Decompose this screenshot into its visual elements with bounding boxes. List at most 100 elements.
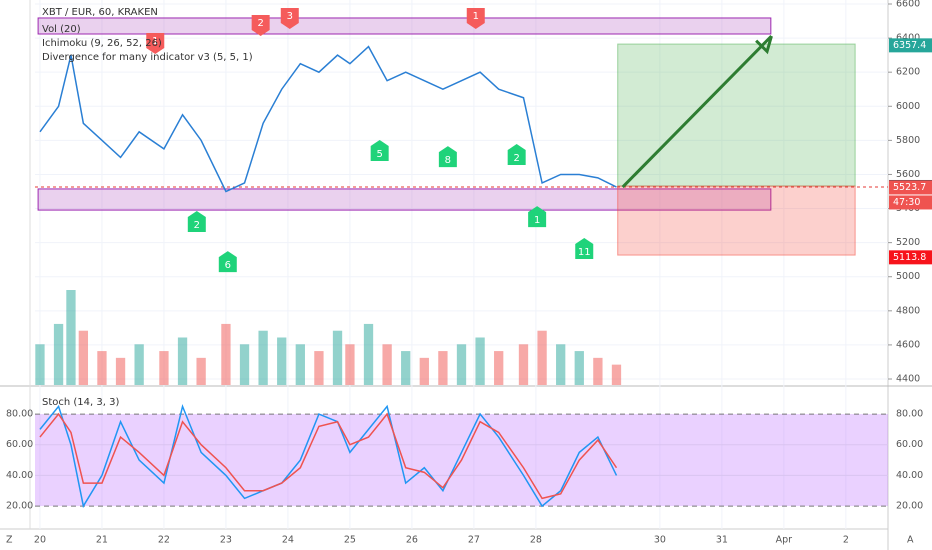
corner-button: A xyxy=(907,535,914,546)
volume-bar xyxy=(456,344,467,385)
volume-bar xyxy=(332,330,343,385)
volume-bar xyxy=(115,357,126,385)
price-tag-label: 5113.8 xyxy=(893,252,926,263)
signal-label: 2 xyxy=(513,153,519,164)
x-tick-label: 20 xyxy=(34,535,46,546)
signal-marker xyxy=(466,7,485,29)
volume-bar xyxy=(66,290,76,385)
y-tick-label: 6200 xyxy=(896,67,920,78)
signal-marker xyxy=(251,14,270,36)
volume-bar xyxy=(518,344,529,385)
signal-label: 5 xyxy=(376,149,382,160)
volume-bar xyxy=(475,337,485,385)
stoch-line xyxy=(39,403,618,509)
target-zone xyxy=(617,43,856,187)
stoch-line xyxy=(39,412,618,500)
signal-marker xyxy=(280,7,299,29)
indicator-label: Vol (20) xyxy=(42,24,81,35)
volume-bar xyxy=(159,351,169,385)
y-tick-label: 4400 xyxy=(896,374,920,385)
chart-title: XBT / EUR, 60, KRAKEN xyxy=(42,7,158,18)
y-tick-label: 5000 xyxy=(896,271,920,282)
stoch-tick-label: 40.00 xyxy=(896,470,923,481)
signal-label: 1 xyxy=(152,36,158,47)
y-tick-label: 6600 xyxy=(896,0,920,10)
price-tag-label: 6357.4 xyxy=(893,40,926,51)
stoch-title: Stoch (14, 3, 3) xyxy=(42,397,119,408)
volume-bar xyxy=(221,323,231,385)
signal-label: 11 xyxy=(578,247,591,258)
stoch-tick-label: 20.00 xyxy=(896,501,923,512)
y-tick-label: 4800 xyxy=(896,305,920,316)
zone xyxy=(37,17,772,35)
indicator-label: Divergence for many indicator v3 (5, 5, … xyxy=(42,52,253,63)
y-tick-label: 5200 xyxy=(896,237,920,248)
stop-zone xyxy=(617,185,856,256)
signal-marker xyxy=(218,251,237,273)
volume-bar xyxy=(593,357,603,385)
x-tick-label: 25 xyxy=(344,535,356,546)
volume-bar xyxy=(574,351,584,385)
volume-bar xyxy=(556,344,566,385)
volume-bar xyxy=(345,344,355,385)
stoch-left-label: 60.00 xyxy=(6,439,33,450)
volume-bar xyxy=(35,344,45,385)
volume-bar xyxy=(196,357,206,385)
signal-marker xyxy=(528,206,547,228)
volume-bar xyxy=(382,344,392,385)
x-tick-label: 31 xyxy=(716,535,728,546)
signal-label: 1 xyxy=(534,215,540,226)
price-tag xyxy=(889,38,932,53)
signal-marker xyxy=(507,144,526,166)
x-tick-label: 22 xyxy=(158,535,170,546)
volume-bar xyxy=(611,364,622,385)
volume-bar xyxy=(537,330,547,385)
x-tick-label: 26 xyxy=(406,535,418,546)
x-tick-label: 27 xyxy=(468,535,480,546)
countdown-tag xyxy=(889,195,932,210)
x-tick-label: 23 xyxy=(220,535,232,546)
price-tag-label: 5523.7 xyxy=(893,182,926,193)
y-tick-label: 5600 xyxy=(896,169,920,180)
stoch-tick-label: 60.00 xyxy=(896,439,923,450)
x-tick-label: 28 xyxy=(530,535,542,546)
y-tick-label: 6000 xyxy=(896,101,920,112)
volume-bar xyxy=(134,344,144,385)
arrow-head xyxy=(755,35,773,55)
volume-bar xyxy=(419,357,429,385)
stoch-left-label: 20.00 xyxy=(6,501,33,512)
projection-arrow xyxy=(621,34,773,189)
signal-label: 1 xyxy=(473,11,479,22)
indicator-label: Ichimoku (9, 26, 52, 26) xyxy=(42,38,162,49)
volume-bar xyxy=(258,330,268,385)
volume-bar xyxy=(53,323,64,385)
signal-label: 3 xyxy=(287,11,293,22)
signal-label: 8 xyxy=(445,155,451,166)
volume-bar xyxy=(277,337,287,385)
zone xyxy=(37,188,772,211)
x-tick-label: 21 xyxy=(96,535,108,546)
volume-bar xyxy=(177,337,188,385)
stoch-tick-label: 80.00 xyxy=(896,409,923,420)
signal-marker xyxy=(187,211,206,233)
y-tick-label: 5800 xyxy=(896,135,920,146)
corner-button: Z xyxy=(6,535,13,546)
signal-marker xyxy=(370,139,389,161)
price-line xyxy=(39,45,617,193)
volume-bar xyxy=(494,351,504,385)
stoch-left-label: 40.00 xyxy=(6,470,33,481)
signal-marker xyxy=(575,237,594,259)
signal-marker xyxy=(146,33,165,55)
stoch-left-label: 80.00 xyxy=(6,409,33,420)
x-tick-label: Apr xyxy=(776,535,793,546)
volume-bar xyxy=(314,351,324,385)
x-tick-label: 2 xyxy=(843,535,849,546)
volume-bar xyxy=(438,351,448,385)
volume-bar xyxy=(401,351,411,385)
y-tick-label: 6400 xyxy=(896,33,920,44)
countdown-label: 47:30 xyxy=(893,197,920,208)
volume-bar xyxy=(78,330,89,385)
volume-bar xyxy=(295,344,305,385)
